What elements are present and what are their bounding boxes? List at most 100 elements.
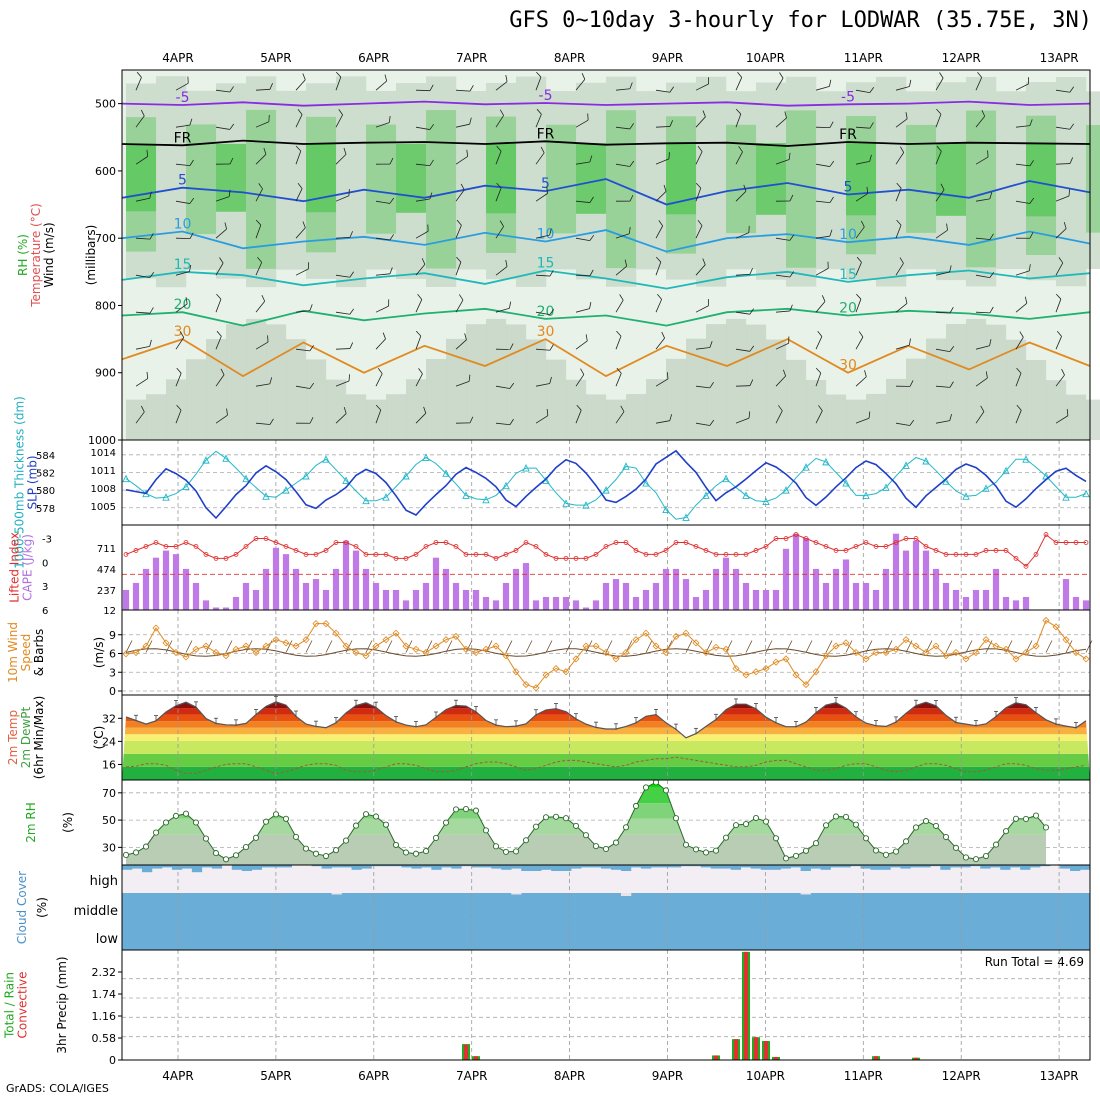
wind-barb-feather [1068,189,1070,197]
isotherm-label: FR [537,126,555,142]
wind-barb-feather [216,330,222,337]
wind-barb [295,183,303,202]
cape-bar [372,582,380,610]
wind-barb-shaft [1055,298,1062,313]
wind-barb-shaft [655,191,667,202]
wind-barb-shaft [175,373,182,387]
wind-barb-shaft [615,335,622,350]
wind-barb-feather [980,405,985,412]
cape-bar [742,582,750,610]
y-tick-label: 0 [109,1054,116,1067]
wind-speed-marker [242,642,250,650]
rh-marker [732,822,740,829]
wind-barb-feather [549,228,552,236]
wind-barb-feather [685,640,693,653]
lifted-index-marker [793,532,799,537]
wind-barb-shaft [695,83,709,91]
wind-barb-feather [545,640,553,653]
wind-barb-shaft [855,226,865,239]
rh-shading [666,358,687,440]
rh-marker [742,820,750,828]
wind-speed-marker [852,648,860,657]
wind-barb [695,419,715,426]
wind-barb [455,416,474,424]
cloud-high-bar [131,865,143,869]
wind-barb-feather [427,224,429,232]
wind-barb [375,267,393,276]
rh-marker [942,833,950,841]
lifted-index-marker [813,540,819,545]
wind-barb-shaft [615,265,627,276]
wind-barb-shaft [655,337,665,350]
y-tick-label: 1014 [91,448,116,459]
wind-barb-shaft [415,230,429,239]
wind-barb-shaft [1015,200,1030,204]
wind-barb-feather [349,308,355,315]
wind-barb-feather [125,640,133,653]
isotherm-line [121,100,1091,107]
y-tick-label: 1011 [91,466,116,477]
wind-barb-shaft [215,228,227,239]
wind-speed-marker [642,629,650,637]
thickness-marker [462,491,470,499]
lifted-index-marker [133,548,139,553]
precip-convective-bar [464,1044,468,1060]
rh-marker [612,839,620,846]
wind-speed-marker [782,655,790,663]
lifted-index-marker [823,544,829,549]
wind-speed-marker [682,629,690,637]
rh-shading [486,143,517,214]
wind-barb-shaft [935,311,950,314]
rh-marker [172,812,180,819]
wind-barb-shaft [415,89,431,92]
wind-barb [895,112,908,128]
cape-bar [1012,600,1020,610]
wind-barb-feather [856,256,862,263]
wind-barb [215,293,222,313]
wind-speed-marker [592,642,600,650]
lifted-index-marker [313,552,319,557]
wind-barb [575,404,582,424]
cape-bar [312,579,320,610]
rh-marker [642,784,650,791]
wind-barb-shaft [935,229,948,239]
wind-barb [1055,368,1065,387]
rh-shading [306,359,327,440]
wind-barb-feather [505,74,508,82]
cape-bar [942,582,950,610]
wind-speed-marker [462,645,470,653]
wind-barb-feather [743,184,747,192]
rh-marker [682,841,690,848]
wind-speed-marker [422,648,430,657]
lifted-index-marker [763,544,769,549]
wind-speed-marker [162,639,170,647]
lifted-index-marker [293,548,299,553]
cloud-high-bar [990,865,1001,868]
rh-shading [1026,360,1047,440]
cape-bar [932,568,940,610]
wind-barb [735,108,742,128]
wind-barb [895,182,902,202]
rh-shading [586,394,607,440]
wind-barb [415,159,434,166]
wind-barb-shaft [615,411,625,424]
rh-marker [212,850,220,857]
cloud-high-bar [601,865,612,869]
thickness-marker [1082,489,1090,498]
cape-bar [142,568,150,610]
rh-marker [182,810,190,817]
cloud-high-bar [790,865,801,868]
cape-bar [122,589,130,610]
wind-barb [295,109,303,128]
cape-bar [612,579,620,610]
wind-barb-feather [869,154,872,162]
rh-marker [912,824,920,831]
wind-barb-feather [485,640,493,653]
wind-barb [255,219,262,239]
wind-barb-feather [429,192,433,200]
wind-barb-feather [349,231,354,238]
wind-barb-shaft [1055,195,1070,202]
wind-barb-feather [661,331,665,339]
rh-marker [962,854,970,861]
rh-marker [852,821,860,828]
